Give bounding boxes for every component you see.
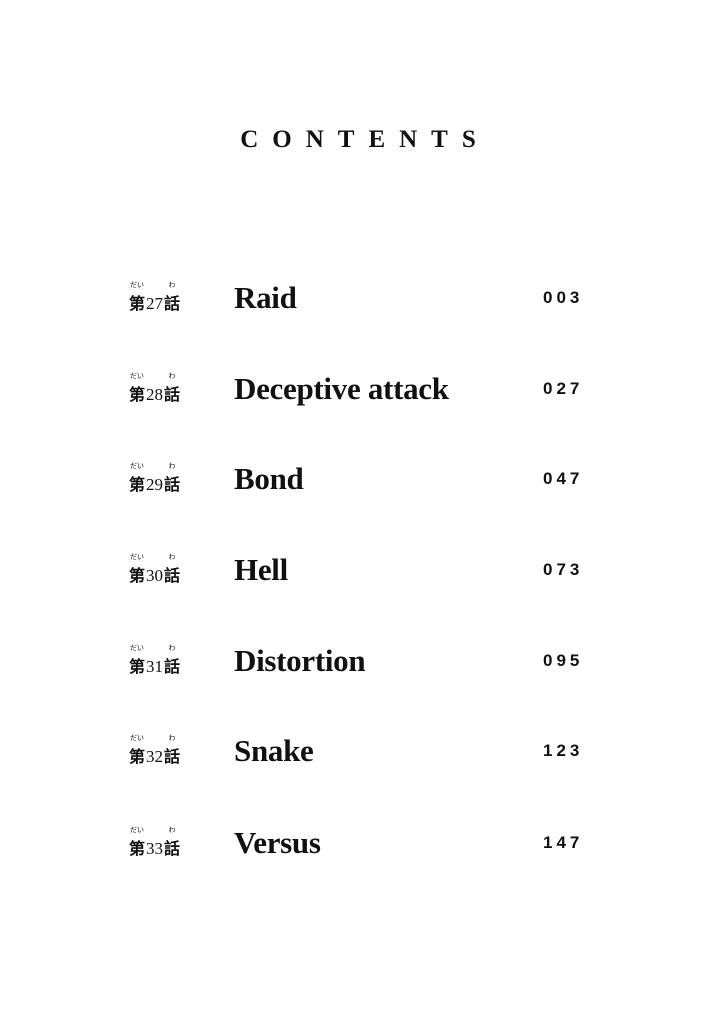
- chapter-title: Hell: [234, 552, 288, 587]
- wa-char: わ話: [164, 826, 181, 859]
- chapter-suffix: 話: [164, 566, 181, 585]
- page-number: 027: [543, 379, 584, 398]
- wa-char: わ話: [164, 644, 181, 677]
- chapter-title: Deceptive attack: [234, 371, 449, 406]
- furigana-wa: わ: [168, 553, 176, 561]
- toc-entry[interactable]: だい 第27 わ話 Raid 003: [0, 280, 720, 320]
- chapter-title: Versus: [234, 825, 321, 860]
- chapter-prefix: 第: [129, 385, 146, 404]
- toc-entry[interactable]: だい 第30 わ話 Hell 073: [0, 552, 720, 592]
- chapter-prefix: 第: [129, 657, 146, 676]
- wa-char: わ話: [164, 372, 181, 405]
- chapter-title: Bond: [234, 461, 304, 496]
- chapter-prefix: 第: [129, 294, 146, 313]
- dai-char: だい第: [129, 281, 146, 314]
- toc-entry[interactable]: だい 第32 わ話 Snake 123: [0, 733, 720, 773]
- dai-char: だい第: [129, 644, 146, 677]
- page-number: 047: [543, 469, 584, 488]
- chapter-prefix: 第: [129, 747, 146, 766]
- page-number: 123: [543, 741, 584, 760]
- chapter-suffix: 話: [164, 294, 181, 313]
- chapter-label: だい 第33 わ話: [129, 826, 181, 859]
- chapter-label: だい 第28 わ話: [129, 372, 181, 405]
- chapter-label: だい 第31 わ話: [129, 644, 181, 677]
- furigana-wa: わ: [168, 372, 176, 380]
- toc-entry[interactable]: だい 第29 わ話 Bond 047: [0, 461, 720, 501]
- furigana-dai: だい: [130, 553, 144, 561]
- chapter-label: だい 第30 わ話: [129, 553, 181, 586]
- furigana-dai: だい: [130, 372, 144, 380]
- furigana-dai: だい: [130, 462, 144, 470]
- chapter-number: 31: [146, 657, 164, 676]
- furigana-dai: だい: [130, 826, 144, 834]
- wa-char: わ話: [164, 734, 181, 767]
- chapter-number: 29: [146, 475, 164, 494]
- chapter-label: だい 第29 わ話: [129, 462, 181, 495]
- chapter-suffix: 話: [164, 747, 181, 766]
- chapter-number: 28: [146, 385, 164, 404]
- furigana-wa: わ: [168, 826, 176, 834]
- toc-entry[interactable]: だい 第31 わ話 Distortion 095: [0, 643, 720, 683]
- furigana-wa: わ: [168, 734, 176, 742]
- chapter-title: Raid: [234, 280, 297, 315]
- chapter-title: Distortion: [234, 643, 366, 678]
- chapter-number: 27: [146, 294, 164, 313]
- page-number: 003: [543, 288, 584, 307]
- page-title: CONTENTS: [240, 126, 490, 153]
- chapter-number: 30: [146, 566, 164, 585]
- toc-entry[interactable]: だい 第33 わ話 Versus 147: [0, 825, 720, 865]
- page-number: 147: [543, 833, 584, 852]
- dai-char: だい第: [129, 826, 146, 859]
- chapter-label: だい 第32 わ話: [129, 734, 181, 767]
- chapter-title: Snake: [234, 733, 314, 768]
- chapter-prefix: 第: [129, 839, 146, 858]
- furigana-wa: わ: [168, 644, 176, 652]
- dai-char: だい第: [129, 372, 146, 405]
- furigana-dai: だい: [130, 281, 144, 289]
- dai-char: だい第: [129, 553, 146, 586]
- chapter-suffix: 話: [164, 385, 181, 404]
- chapter-prefix: 第: [129, 566, 146, 585]
- furigana-dai: だい: [130, 734, 144, 742]
- furigana-wa: わ: [168, 462, 176, 470]
- chapter-prefix: 第: [129, 475, 146, 494]
- chapter-suffix: 話: [164, 475, 181, 494]
- chapter-suffix: 話: [164, 657, 181, 676]
- chapter-label: だい 第27 わ話: [129, 281, 181, 314]
- chapter-number: 33: [146, 839, 164, 858]
- wa-char: わ話: [164, 462, 181, 495]
- chapter-suffix: 話: [164, 839, 181, 858]
- page-number: 095: [543, 651, 584, 670]
- furigana-wa: わ: [168, 281, 176, 289]
- toc-entry[interactable]: だい 第28 わ話 Deceptive attack 027: [0, 371, 720, 411]
- furigana-dai: だい: [130, 644, 144, 652]
- wa-char: わ話: [164, 281, 181, 314]
- chapter-number: 32: [146, 747, 164, 766]
- dai-char: だい第: [129, 462, 146, 495]
- page-number: 073: [543, 560, 584, 579]
- wa-char: わ話: [164, 553, 181, 586]
- dai-char: だい第: [129, 734, 146, 767]
